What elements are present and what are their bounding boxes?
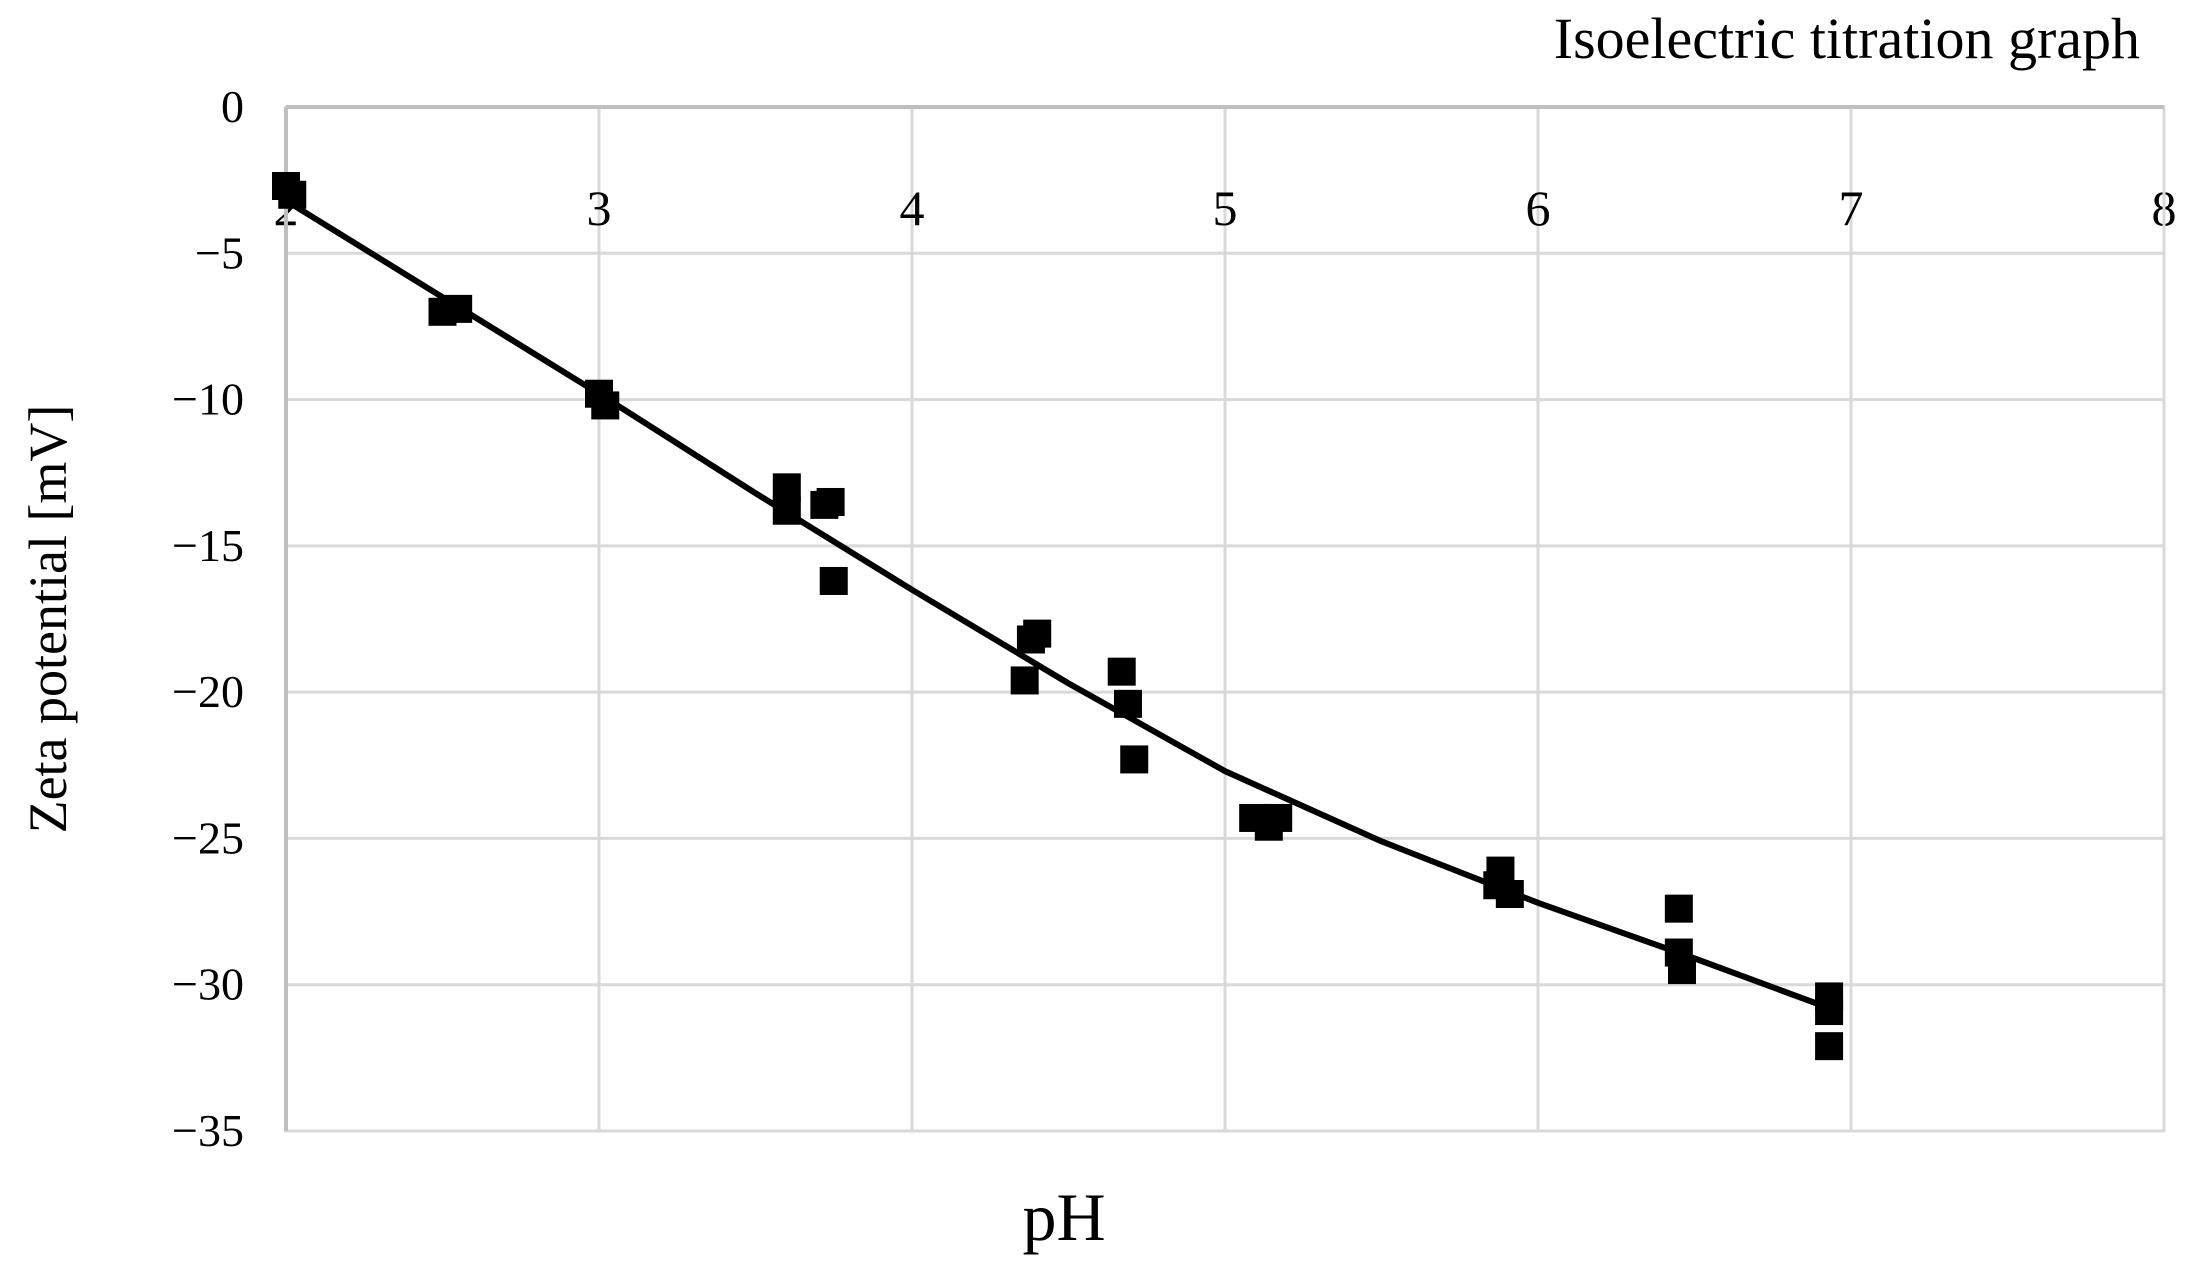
point — [1010, 666, 1039, 695]
point — [1667, 956, 1696, 985]
point — [1120, 745, 1149, 774]
y-tick-label: −10 — [172, 374, 244, 425]
point — [1815, 1032, 1844, 1061]
point — [816, 487, 845, 516]
x-tick-label: 3 — [587, 180, 612, 236]
y-tick-label: −30 — [172, 959, 244, 1010]
x-tick-label: 7 — [1839, 180, 1864, 236]
y-tick-label: 0 — [221, 81, 244, 132]
y-tick-label: −35 — [172, 1105, 244, 1156]
y-tick-label: −20 — [172, 666, 244, 717]
x-tick-label: 5 — [1213, 180, 1238, 236]
x-tick-label: 6 — [1526, 180, 1551, 236]
y-tick-label: −5 — [195, 227, 244, 278]
y-axis-title: Zeta potential [mV] — [18, 405, 78, 834]
y-tick-label: −25 — [172, 812, 244, 863]
x-tick-label: 4 — [900, 180, 925, 236]
x-axis-title: pH — [1022, 1179, 1105, 1255]
point — [1486, 856, 1515, 885]
point — [1023, 619, 1052, 648]
fit-line — [284, 198, 1831, 1011]
point — [1815, 997, 1844, 1026]
chart-title: Isoelectric titration graph — [1554, 6, 2140, 71]
point — [1107, 657, 1136, 686]
y-tick-label: −15 — [172, 520, 244, 571]
point — [819, 566, 848, 595]
point — [772, 473, 801, 502]
point — [1664, 894, 1693, 923]
point — [1264, 803, 1293, 832]
